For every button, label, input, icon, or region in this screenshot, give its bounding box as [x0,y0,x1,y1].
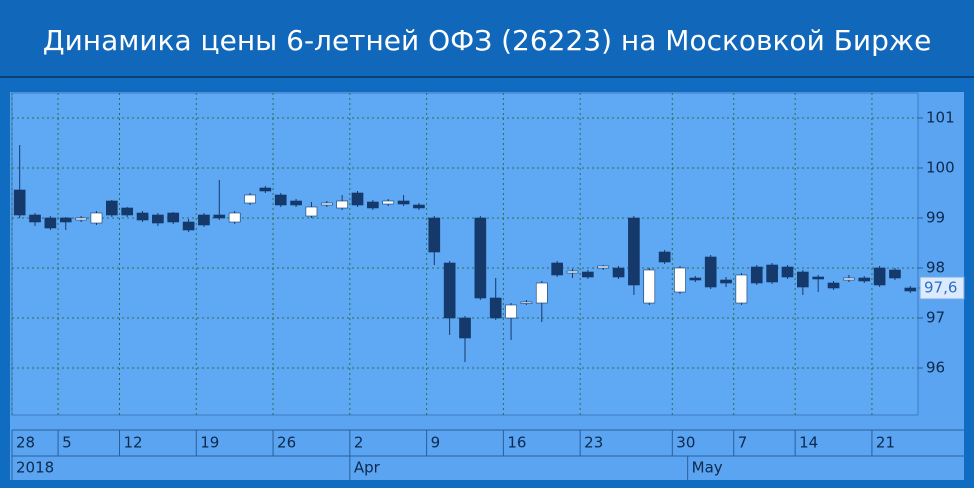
candle-body [213,214,226,219]
last-price-label: 97,6 [924,279,957,297]
candle-body [105,200,118,216]
candle-body [704,256,717,288]
candle-body [689,277,702,281]
candle-body [336,200,348,209]
candle-body [781,266,794,278]
candle-body [643,269,656,304]
x-tick-label: 5 [62,434,72,452]
candle-body [551,262,563,276]
candle-body [843,277,855,281]
month-label: 2018 [16,459,54,477]
candle-body [750,266,763,284]
candle-body [443,262,456,319]
candle-body [305,206,318,217]
candle-body [628,217,640,286]
candle-body [320,202,333,206]
x-tick-label: 2 [354,434,364,452]
y-tick-label: 99 [926,209,945,227]
x-tick-label: 26 [277,434,296,452]
x-tick-label: 30 [676,434,695,452]
candle-body [29,214,41,223]
candle-body [674,267,686,293]
candle-body [290,200,302,206]
candle-body [658,251,671,263]
candle-body [612,267,625,278]
candle-body [351,192,364,206]
candle-body [182,221,195,231]
y-tick-label: 100 [926,159,955,177]
x-tick-label: 12 [123,434,142,452]
last-price-box [919,276,965,300]
candle-body [428,217,441,253]
candle-body [75,217,87,221]
candle-body [59,217,72,223]
x-tick-label: 9 [431,434,441,452]
y-tick-label: 101 [926,109,955,127]
title-bar [0,0,974,76]
candle-body [152,214,164,224]
candle-body [474,217,487,299]
x-tick-label: 23 [584,434,603,452]
candle-body [735,274,748,304]
candle-body [198,214,210,226]
x-tick-label: 28 [16,434,35,452]
candle-body [535,282,548,304]
candle-body [136,212,149,221]
candle-body [413,204,425,209]
chart-title: Динамика цены 6-летней ОФЗ (26223) на Мо… [43,24,932,57]
candle-body [167,212,180,223]
candle-body [382,200,395,205]
x-tick-label: 16 [507,434,526,452]
candle-body [720,279,732,284]
candle-body [274,194,287,206]
candle-body [228,212,241,223]
candle-body [367,201,379,209]
month-label: Apr [354,459,381,477]
month-label: May [692,459,723,477]
y-tick-label: 98 [926,259,945,277]
candle-body [858,277,871,282]
candle-body [489,297,502,319]
candle-body [44,217,57,229]
candle-body [520,301,533,304]
y-tick-label: 97 [926,309,945,327]
candle-body [459,317,471,339]
candle-body [397,200,410,205]
candle-body [13,189,26,216]
candle-body [597,265,610,269]
x-tick-label: 14 [799,434,818,452]
candle-body [797,271,809,288]
x-tick-label: 21 [876,434,895,452]
candle-body [889,269,901,279]
candle-body [505,304,517,319]
plot-area [11,92,919,416]
candle-body [827,282,840,289]
candle-body [812,276,825,280]
candle-body [121,207,133,216]
candle-body [904,287,917,292]
y-tick-label: 96 [926,359,945,377]
candle-body [873,267,886,286]
candle-body [582,271,594,278]
candle-body [259,187,272,192]
candle-body [766,264,778,283]
x-tick-label: 7 [738,434,748,452]
candle-body [566,270,579,274]
x-tick-label: 19 [200,434,219,452]
candle-body [244,194,256,204]
candle-body [90,212,103,224]
